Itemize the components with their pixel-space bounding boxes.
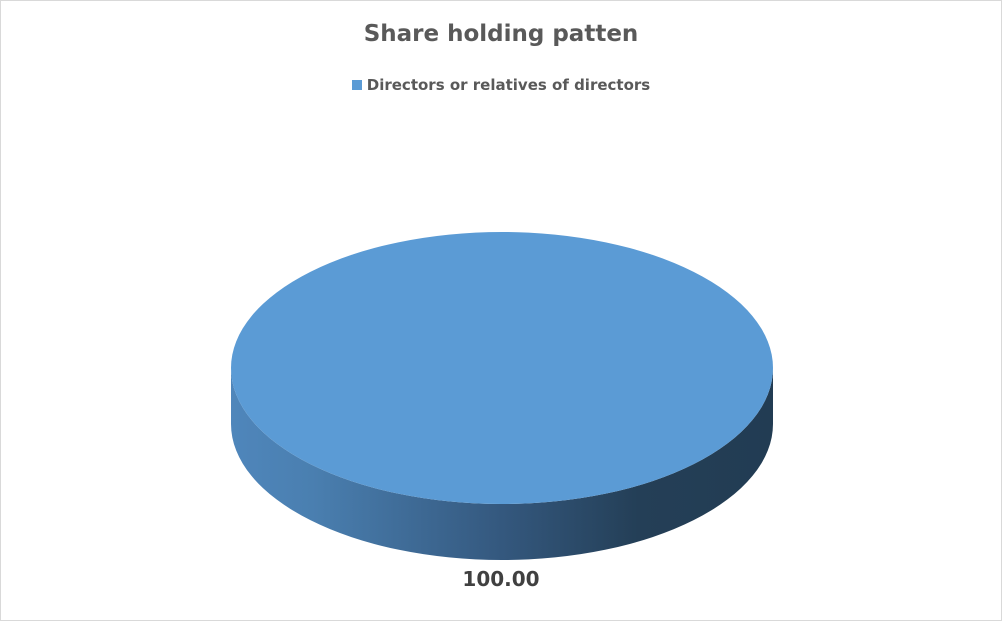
- legend-swatch: [351, 80, 362, 90]
- legend: Directors or relatives of directors: [1, 76, 1001, 94]
- chart-title: Share holding patten: [363, 21, 639, 47]
- pie-slice: [231, 232, 773, 504]
- pie-slice-side: [231, 368, 773, 560]
- legend-label: Directors or relatives of directors: [366, 76, 651, 94]
- data-label: 100.00: [462, 567, 540, 591]
